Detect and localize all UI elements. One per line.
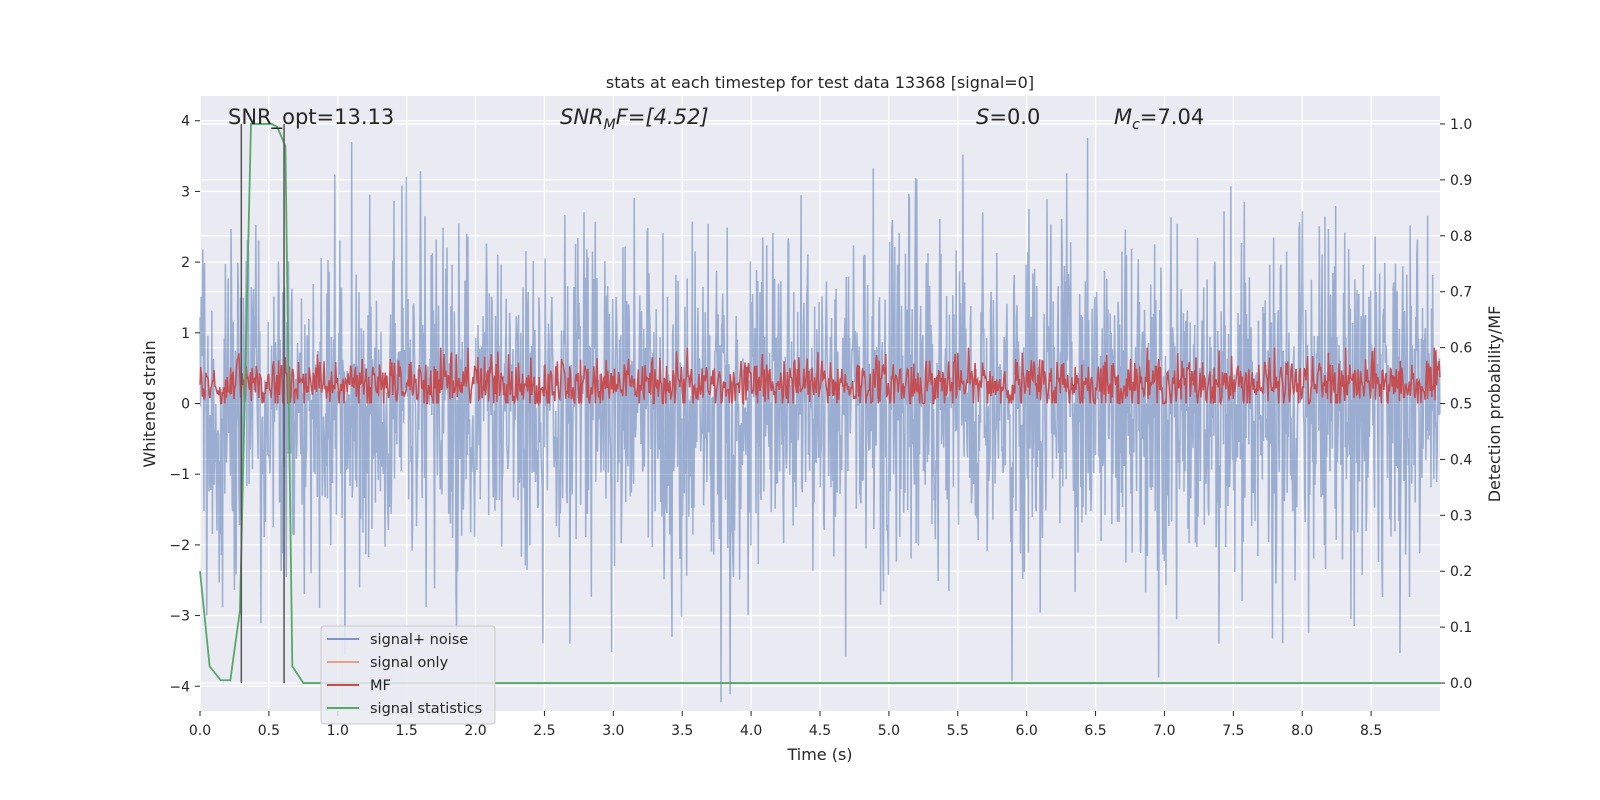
y-right-tick-label: 0.5 [1450,397,1472,413]
x-tick-label: 2.0 [464,723,486,739]
legend-label-signal-statistics: signal statistics [370,701,482,717]
x-tick-label: 7.5 [1222,723,1244,739]
y-right-tick-label: 0.9 [1450,173,1472,189]
x-tick-label: 3.5 [671,723,693,739]
y-right-tick-label: 0.6 [1450,341,1472,357]
x-axis-ticks: 0.0 0.5 1.0 1.5 2.0 2.5 3.0 3.5 4.0 4.5 5.0 5.5 6.0 6… [189,711,1382,739]
y-tick-label: 4 [181,114,190,130]
series-signal-noise [199,137,1441,703]
x-tick-label: 2.5 [533,723,555,739]
x-tick-label: 5.5 [947,723,969,739]
y-tick-label: 0 [181,397,190,413]
x-tick-label: 4.5 [809,723,831,739]
y-right-tick-label: 0.4 [1450,452,1472,468]
x-tick-label: 8.5 [1360,723,1382,739]
y-tick-label: −4 [169,679,190,695]
y-tick-label: −2 [169,538,190,554]
annotation-mc: Mc=7.04 [1114,105,1204,133]
mc-prefix: M [1114,105,1132,129]
vertical-markers [240,123,285,684]
y-tick-label: 1 [181,326,190,342]
x-tick-label: 7.0 [1153,723,1175,739]
legend-label-mf: MF [370,678,391,694]
y-right-tick-label: 0.8 [1450,229,1472,245]
x-tick-label: 3.0 [602,723,624,739]
y-right-tick-label: 0.0 [1450,676,1472,692]
x-tick-label: 6.0 [1016,723,1038,739]
y-axis-ticks: 4 3 2 1 0 −1 −2 −3 −4 [169,114,200,695]
annotation-snr-mf: SNRMF=[4.52] [560,105,709,133]
series-layer [199,123,1441,703]
x-tick-label: 6.5 [1084,723,1106,739]
legend-label-signal-only: signal only [370,655,449,671]
s-prefix: S [976,105,989,129]
x-tick-label: 0.0 [189,723,211,739]
y-axis-right-ticks: 1.0 0.9 0.8 0.7 0.6 0.5 0.4 0.3 0.2 0.1 0.0 [1440,117,1472,692]
y-tick-label: 3 [181,184,190,200]
series-signal-statistics [199,123,1440,684]
series-mf [199,347,1441,407]
y-tick-label: −1 [169,467,190,483]
y-right-tick-label: 0.1 [1450,620,1472,636]
x-axis-label: Time (s) [786,745,852,764]
y-tick-label: 2 [181,255,190,271]
y-tick-label: −3 [169,609,190,625]
x-tick-label: 0.5 [258,723,280,739]
legend-box [320,625,496,725]
snr-mf-sub: M [604,117,616,133]
x-tick-label: 4.0 [740,723,762,739]
snr-mf-prefix: SNR [560,105,604,129]
x-tick-label: 8.0 [1291,723,1313,739]
y-axis-right-label: Detection probability/MF [1485,306,1504,503]
x-tick-label: 5.0 [878,723,900,739]
mc-sub: c [1132,117,1140,133]
chart-title: stats at each timestep for test data 133… [606,73,1034,92]
snr-mf-suffix: F=[4.52] [616,105,709,129]
y-right-tick-label: 0.2 [1450,564,1472,580]
x-tick-label: 1.0 [327,723,349,739]
annotation-s: S=0.0 [976,105,1040,129]
s-suffix: =0.0 [989,105,1040,129]
y-right-tick-label: 0.7 [1450,285,1472,301]
y-right-tick-label: 0.3 [1450,508,1472,524]
y-axis-label: Whitened strain [140,340,159,467]
mc-suffix: =7.04 [1140,105,1204,129]
legend-label-signal-noise: signal+ noise [370,632,468,648]
y-right-tick-label: 1.0 [1450,117,1472,133]
annotation-snr-opt: SNR_opt=13.13 [228,105,394,130]
legend: signal+ noise signal only MF signal stat… [320,625,496,725]
x-tick-label: 1.5 [396,723,418,739]
